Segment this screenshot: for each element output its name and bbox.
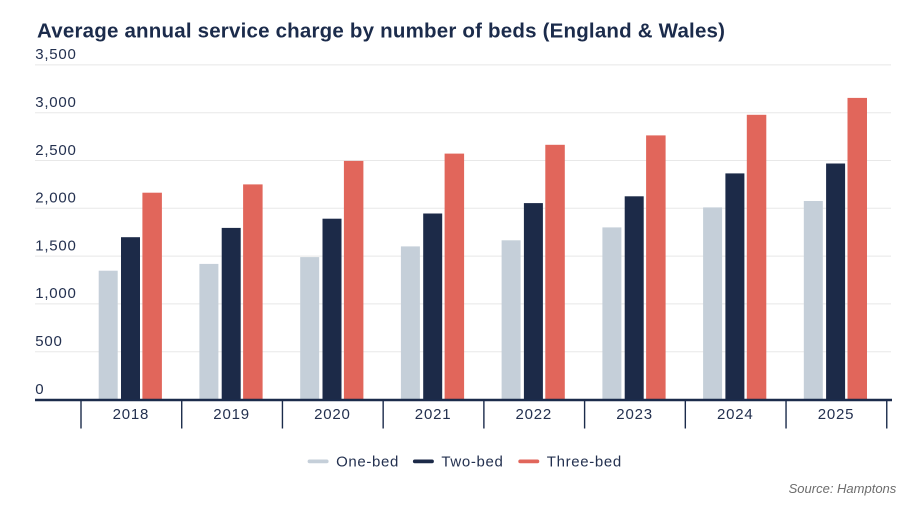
svg-text:2019: 2019 [213, 406, 250, 423]
svg-text:2023: 2023 [616, 406, 653, 423]
svg-text:2021: 2021 [415, 406, 452, 423]
svg-text:2,000: 2,000 [35, 190, 76, 207]
svg-text:Two-bed: Two-bed [441, 453, 503, 470]
svg-text:2024: 2024 [717, 406, 754, 423]
svg-text:2025: 2025 [818, 406, 855, 423]
svg-text:1,500: 1,500 [35, 237, 76, 254]
svg-text:2018: 2018 [113, 406, 150, 423]
svg-text:3,500: 3,500 [35, 46, 76, 63]
svg-text:2020: 2020 [314, 406, 351, 423]
svg-text:2,500: 2,500 [35, 142, 76, 159]
svg-text:1,000: 1,000 [35, 285, 76, 302]
svg-text:2022: 2022 [516, 406, 553, 423]
svg-text:Average annual service charge: Average annual service charge by number … [37, 20, 725, 43]
svg-text:Three-bed: Three-bed [547, 453, 622, 470]
svg-text:3,000: 3,000 [35, 94, 76, 111]
svg-text:Source: Hamptons: Source: Hamptons [789, 481, 897, 496]
svg-text:One-bed: One-bed [336, 453, 399, 470]
svg-text:500: 500 [35, 333, 62, 350]
svg-text:0: 0 [35, 381, 44, 398]
